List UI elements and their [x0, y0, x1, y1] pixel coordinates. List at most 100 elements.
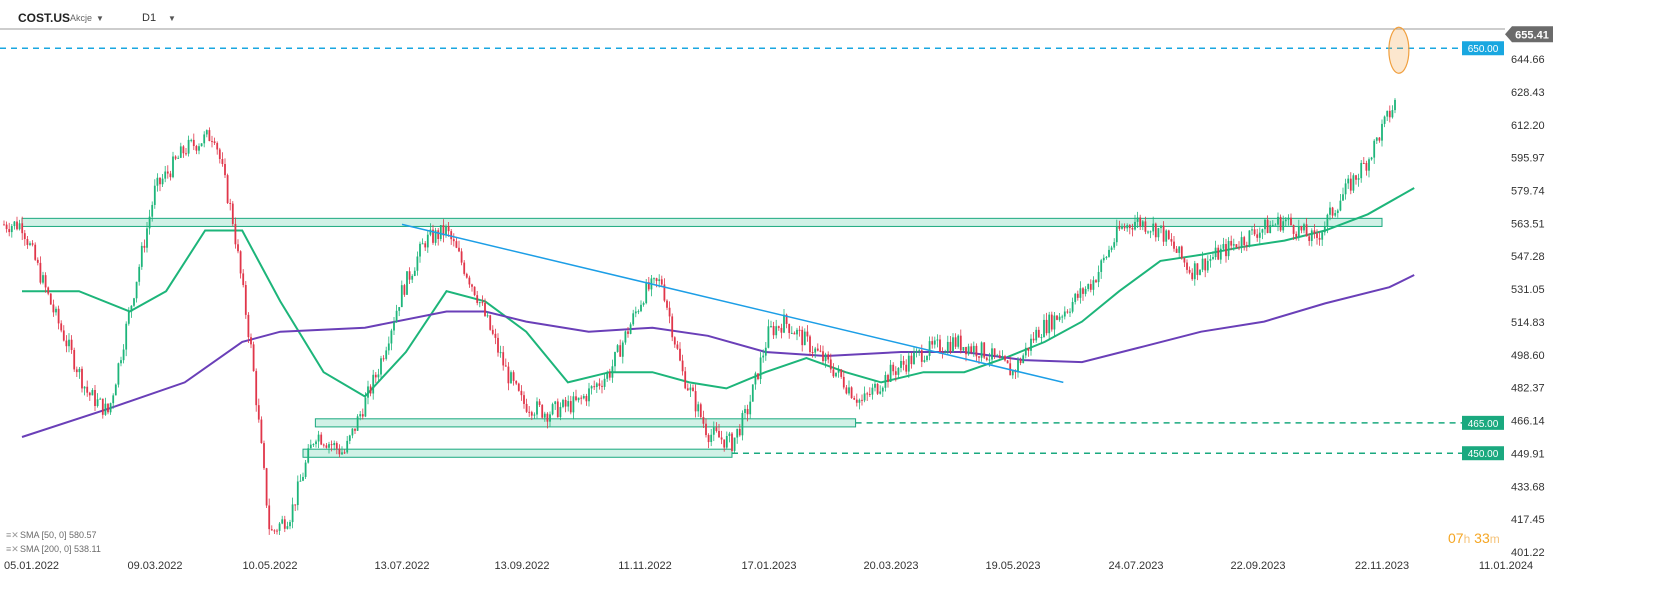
candle-body: [1347, 178, 1350, 184]
candle-body: [603, 378, 606, 387]
candle-body: [455, 241, 458, 248]
candle-body: [75, 369, 78, 373]
candle-body: [944, 351, 947, 353]
candle-body: [1318, 237, 1321, 240]
candle-body: [749, 401, 752, 415]
candle-body: [278, 523, 281, 531]
candle-body: [577, 397, 580, 401]
candle-body: [226, 175, 229, 204]
candle-body: [1097, 271, 1100, 283]
candle-body: [276, 530, 278, 532]
candle-body: [23, 233, 26, 240]
candle-body: [850, 387, 853, 399]
caret-down-icon[interactable]: ▼: [96, 14, 104, 23]
candle-body: [829, 359, 832, 370]
symbol-label[interactable]: COST.US: [18, 11, 71, 25]
candle-body: [265, 468, 268, 506]
candle-body: [356, 416, 359, 431]
candle-body: [309, 444, 312, 449]
settings-icon[interactable]: ≡✕: [6, 544, 19, 554]
candle-body: [481, 302, 484, 304]
candle-body: [785, 314, 788, 324]
candle-body: [1391, 110, 1394, 118]
candle-body: [231, 203, 234, 224]
candle-body: [497, 337, 499, 353]
candle-body: [803, 331, 806, 346]
candle-body: [1253, 229, 1256, 235]
candle-body: [169, 173, 172, 178]
asset-type-label: Akcje: [70, 13, 93, 23]
candle-body: [364, 397, 367, 417]
candle-body: [1297, 225, 1300, 237]
trendline: [401, 223, 1064, 384]
candle-body: [866, 393, 869, 395]
candle-body: [1344, 183, 1347, 195]
settings-icon[interactable]: ≡✕: [6, 530, 19, 540]
candle-body: [1378, 137, 1381, 141]
candle-body: [541, 404, 544, 418]
current-price-badge: [1505, 26, 1553, 43]
timeframe-selector[interactable]: D1: [142, 12, 157, 24]
candle-body: [757, 373, 759, 380]
candle-body: [26, 239, 29, 245]
candle-body: [627, 331, 629, 334]
candle-body: [198, 146, 200, 151]
candle-body: [1261, 229, 1264, 233]
candle-body: [491, 329, 494, 334]
candle-body: [692, 387, 694, 392]
candle-body: [148, 216, 151, 229]
candle-body: [36, 259, 39, 263]
candle-body: [1388, 110, 1391, 118]
candle-body: [216, 143, 219, 150]
candle-body: [3, 224, 5, 226]
indicator-legend-sma50[interactable]: ≡✕SMA [50, 0] 580.57: [6, 530, 97, 541]
candle-body: [712, 427, 715, 435]
candle-body: [1043, 319, 1045, 338]
candle-body: [788, 323, 791, 333]
candle-body: [1201, 258, 1204, 270]
candle-body: [991, 348, 993, 360]
candle-body: [1061, 316, 1064, 318]
candle-body: [484, 302, 486, 316]
candle-body: [1256, 234, 1259, 238]
y-tick-label: 417.45: [1511, 514, 1545, 526]
candle-body: [928, 341, 931, 356]
candle-body: [114, 384, 117, 396]
candle-body: [1238, 247, 1240, 249]
candle-body: [767, 326, 770, 348]
price-level-badge: [1462, 41, 1504, 56]
candle-body: [348, 435, 351, 441]
candle-body: [255, 371, 258, 406]
candle-body: [1183, 258, 1186, 263]
candle-body: [858, 399, 861, 403]
candle-body: [1360, 162, 1363, 179]
candle-body: [68, 339, 70, 347]
candle-body: [819, 350, 822, 352]
candle-body: [161, 178, 164, 185]
candle-body: [200, 143, 203, 147]
candle-body: [546, 413, 549, 422]
candle-body: [1383, 116, 1386, 124]
candle-body: [489, 315, 492, 330]
caret-down-icon[interactable]: ▼: [168, 14, 176, 23]
candle-body: [900, 360, 902, 368]
candle-body: [393, 322, 395, 331]
candle-body: [289, 522, 291, 527]
candle-body: [780, 327, 783, 333]
candle-body: [263, 443, 265, 469]
chart-toolbar: COST.US Akcje ▼ D1 ▼: [0, 0, 1653, 34]
candle-body: [824, 354, 827, 362]
candle-timer: 07h 33m: [1448, 530, 1500, 546]
candle-body: [86, 386, 89, 393]
candle-body: [985, 357, 988, 360]
candle-body: [328, 444, 330, 448]
y-tick-label: 401.22: [1511, 547, 1545, 559]
candle-body: [538, 401, 541, 405]
candle-body: [881, 387, 884, 392]
candle-body: [1180, 246, 1183, 259]
candle-body: [1160, 225, 1162, 229]
candle-body: [543, 413, 546, 418]
indicator-legend-sma200[interactable]: ≡✕SMA [200, 0] 538.11: [6, 544, 101, 555]
candle-body: [645, 282, 648, 304]
